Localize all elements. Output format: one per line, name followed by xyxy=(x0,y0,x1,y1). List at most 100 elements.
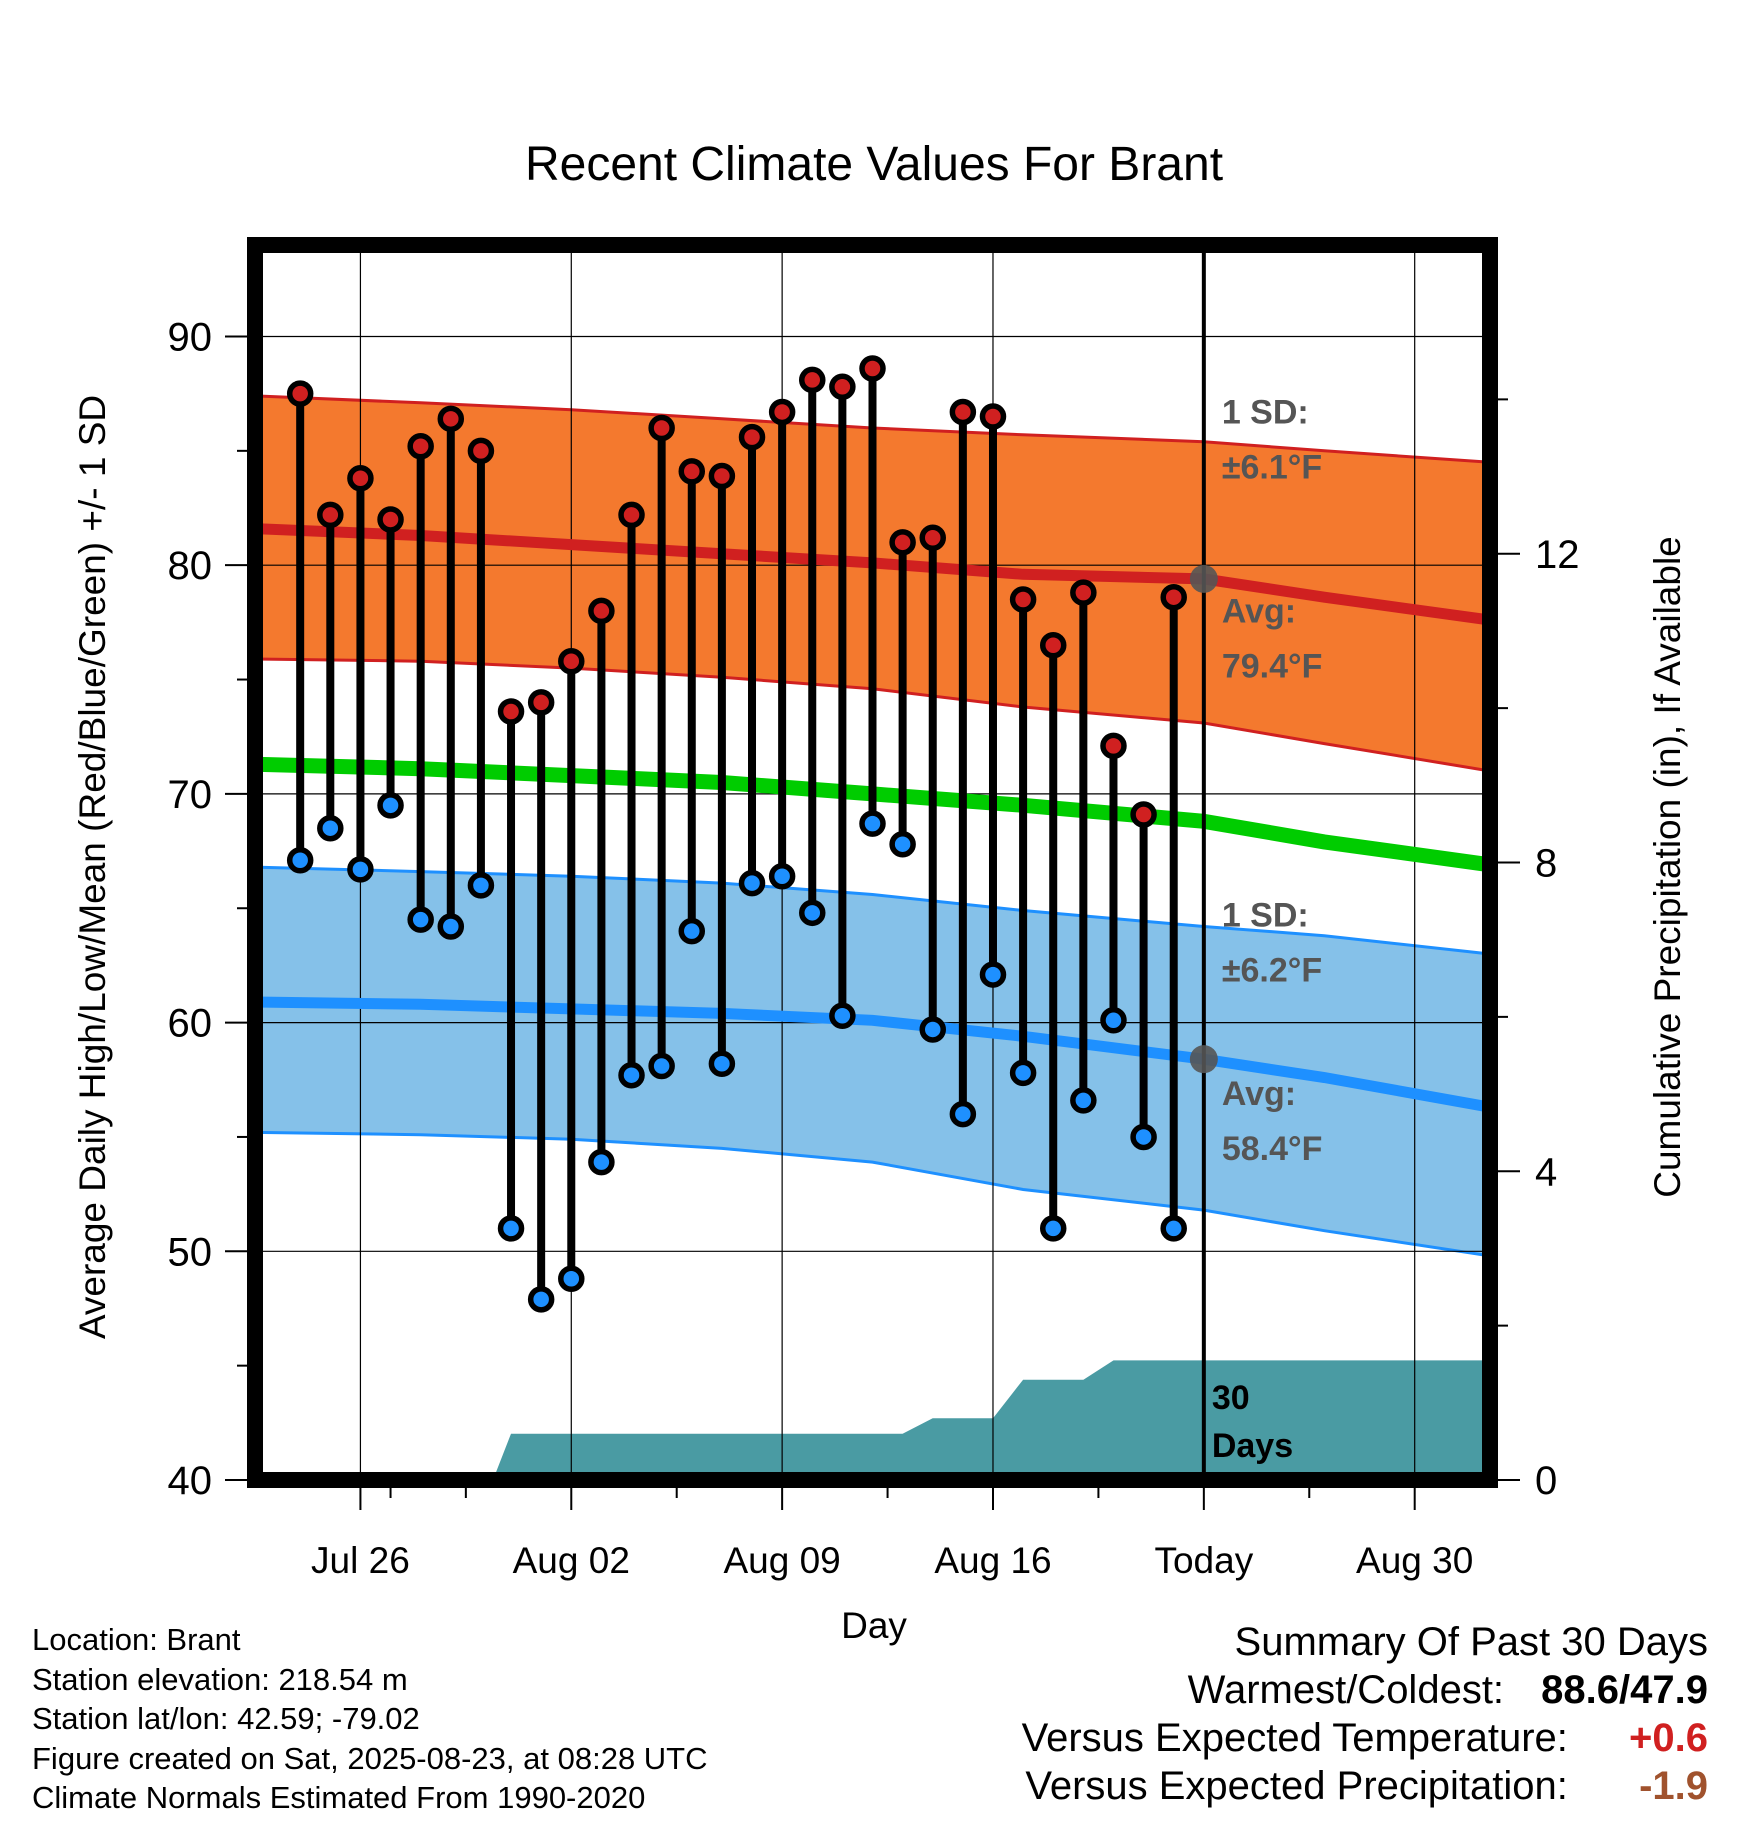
daily-high-point xyxy=(1070,579,1097,606)
daily-high-point xyxy=(708,462,736,490)
daily-low-point xyxy=(497,1215,525,1242)
y2-tick-label: 0 xyxy=(1535,1459,1557,1503)
y2-axis-label: Cumulative Precipitation (in), If Availa… xyxy=(1647,536,1688,1198)
daily-high-point xyxy=(1039,631,1067,659)
created-text: Figure created on Sat, 2025-08-23, at 08… xyxy=(32,1740,708,1776)
daily-low-point xyxy=(1130,1123,1157,1151)
high-avg-value: 79.4°F xyxy=(1222,647,1323,685)
daily-low-point xyxy=(558,1265,585,1292)
y-tick-label: 90 xyxy=(168,315,213,359)
normals-text: Climate Normals Estimated From 1990-2020 xyxy=(32,1780,646,1815)
daily-low-point xyxy=(1070,1087,1097,1114)
daily-low-point xyxy=(1039,1215,1067,1242)
low-sd-label: 1 SD: xyxy=(1222,897,1309,935)
daily-low-point xyxy=(347,856,374,883)
daily-low-point xyxy=(588,1148,615,1176)
daily-high-point xyxy=(799,366,826,394)
daily-low-point xyxy=(1100,1007,1127,1034)
daily-high-point xyxy=(377,506,404,533)
low-sd-value: ±6.2°F xyxy=(1222,951,1322,989)
daily-low-point xyxy=(738,869,766,897)
temp-anomaly-value: +0.6 xyxy=(1629,1716,1708,1760)
daily-high-point xyxy=(859,355,886,382)
daily-high-point xyxy=(738,423,766,451)
daily-low-point xyxy=(377,792,404,819)
x-tick-label: Aug 09 xyxy=(723,1540,840,1581)
daily-high-point xyxy=(437,405,465,433)
summary-title: Summary Of Past 30 Days xyxy=(1234,1620,1708,1664)
precip-area xyxy=(255,1360,1490,1480)
latlon-text: Station lat/lon: 42.59; -79.02 xyxy=(32,1701,420,1736)
x-tick-label: Jul 26 xyxy=(311,1540,410,1581)
daily-low-point xyxy=(286,846,314,874)
today-high-normal-marker xyxy=(1189,564,1218,593)
daily-low-point xyxy=(317,814,344,842)
station-info: Location: Brant Station elevation: 218.5… xyxy=(32,1620,708,1818)
x-tick-label: Aug 02 xyxy=(513,1540,630,1581)
daily-high-point xyxy=(889,529,916,556)
daily-high-point xyxy=(618,501,645,529)
summary-panel: Summary Of Past 30 Days Warmest/Coldest:… xyxy=(1022,1618,1708,1810)
high-sd-label: 1 SD: xyxy=(1222,393,1309,431)
daily-high-point xyxy=(648,414,675,442)
elevation-text: Station elevation: 218.54 m xyxy=(32,1661,408,1697)
x-axis-label: Day xyxy=(841,1605,907,1646)
daily-high-point xyxy=(1100,732,1127,760)
daily-high-point xyxy=(317,501,344,529)
low-sd-band xyxy=(255,867,1490,1256)
daily-low-point xyxy=(859,810,886,837)
chart-title: Recent Climate Values For Brant xyxy=(525,138,1223,191)
today-low-normal-marker xyxy=(1189,1045,1218,1074)
y2-tick-label: 8 xyxy=(1535,842,1557,886)
y2-tick-label: 12 xyxy=(1535,533,1580,577)
daily-low-point xyxy=(437,913,465,940)
y-tick-label: 60 xyxy=(168,1002,213,1046)
daily-low-point xyxy=(678,917,706,945)
low-lower-edge xyxy=(255,1130,1490,1258)
x-tick-label: Aug 16 xyxy=(934,1540,1051,1581)
daily-high-point xyxy=(829,373,856,401)
high-sd-value: ±6.1°F xyxy=(1222,448,1322,486)
days-label-number: 30 xyxy=(1212,1379,1250,1417)
daily-high-point xyxy=(678,458,706,485)
x-tick-label: Today xyxy=(1154,1540,1253,1581)
daily-high-point xyxy=(1130,801,1157,828)
x-tick-label: Aug 30 xyxy=(1356,1540,1473,1581)
daily-low-point xyxy=(467,872,495,899)
daily-low-point xyxy=(708,1050,736,1078)
daily-low-point xyxy=(407,906,434,933)
daily-high-point xyxy=(407,433,434,460)
low-avg-label: Avg: xyxy=(1222,1075,1296,1113)
temp-anomaly-row: Versus Expected Temperature: +0.6 xyxy=(1022,1714,1708,1762)
daily-high-point xyxy=(558,647,585,675)
daily-high-point xyxy=(768,398,796,426)
normal-low-line xyxy=(255,996,1490,1113)
daily-low-point xyxy=(648,1052,675,1080)
plot-area: 1 SD: ±6.1°F Avg: 79.4°F 1 SD: ±6.2°F Avg: 58.4… xyxy=(168,237,1580,1581)
daily-high-point xyxy=(467,437,495,465)
daily-high-point xyxy=(1009,586,1037,613)
warm-cold-row: Warmest/Coldest: 88.6/47.9 xyxy=(1022,1666,1708,1714)
warm-cold-value: 88.6/47.9 xyxy=(1541,1668,1708,1712)
daily-low-point xyxy=(829,1002,856,1029)
plot-frame xyxy=(247,237,1498,1488)
daily-high-point xyxy=(979,403,1007,430)
daily-low-point xyxy=(527,1286,555,1313)
daily-low-point xyxy=(768,862,796,890)
daily-low-point xyxy=(949,1100,977,1128)
daily-low-point xyxy=(919,1016,946,1043)
daily-high-point xyxy=(919,524,946,551)
daily-high-point xyxy=(949,398,977,426)
daily-high-point xyxy=(286,380,314,407)
low-upper-edge xyxy=(255,865,1490,956)
precip-anomaly-label: Versus Expected Precipitation: xyxy=(1025,1764,1568,1808)
daily-low-point xyxy=(618,1061,645,1089)
warm-cold-label: Warmest/Coldest: xyxy=(1187,1668,1505,1712)
y-tick-label: 50 xyxy=(168,1230,213,1274)
daily-low-point xyxy=(799,899,826,927)
daily-low-point xyxy=(979,961,1007,988)
y2-tick-label: 4 xyxy=(1535,1150,1557,1194)
precip-anomaly-value: -1.9 xyxy=(1639,1764,1708,1808)
daily-high-point xyxy=(527,689,555,716)
